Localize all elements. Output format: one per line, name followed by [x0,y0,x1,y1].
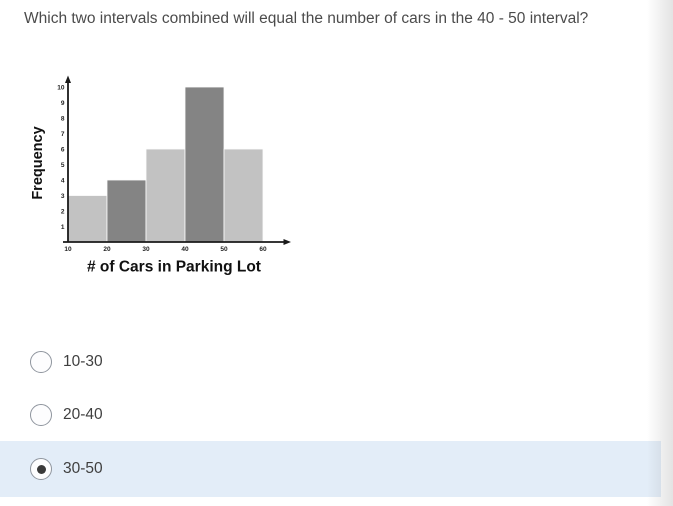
y-tick-label: 6 [61,146,65,153]
y-tick-label: 7 [61,131,65,138]
option-row-30-50[interactable]: 30-50 [0,441,661,497]
histogram-bar-10-20 [67,195,108,243]
option-label: 10-30 [63,352,103,370]
radio-dot-icon [36,464,46,474]
x-tick-label: 40 [181,246,189,253]
question-text: Which two intervals combined will equal … [24,10,589,27]
y-tick-label: 2 [61,208,65,215]
option-label: 20-40 [63,405,103,423]
x-tick-label: 20 [103,246,111,253]
option-row-10-30[interactable]: 10-30 [0,335,673,388]
histogram-bar-50-60 [223,148,264,243]
x-tick-label: 60 [259,246,267,253]
option-label: 30-50 [63,460,103,477]
radio-button-icon[interactable] [30,403,52,426]
y-axis-arrow-icon [65,75,71,83]
y-tick-label: 10 [57,84,65,91]
frequency-histogram: 1 2 3 4 5 6 7 8 9 10 10 20 30 40 50 60 # of Cars in Park… [30,75,300,280]
y-tick-label: 5 [61,162,65,169]
x-tick-label: 50 [220,246,228,253]
option-row-20-40[interactable]: 20-40 [0,388,673,441]
y-tick-label: 8 [61,115,65,122]
x-axis-title: # of Cars in Parking Lot [87,259,261,276]
radio-button-icon[interactable] [30,458,52,480]
x-tick-label: 10 [64,246,72,253]
y-tick-label: 9 [61,100,65,107]
x-axis-arrow-icon [283,239,291,245]
histogram-bar-20-30 [106,179,147,243]
histogram-svg: 1 2 3 4 5 6 7 8 9 10 10 20 30 40 50 60 # of Cars in Park… [30,75,291,276]
radio-button-icon[interactable] [30,350,52,373]
histogram-bar-40-50 [184,86,225,243]
y-tick-label: 4 [61,177,65,184]
y-tick-label: 1 [61,224,65,231]
y-axis-title: Frequency [30,126,46,199]
y-tick-label: 3 [61,193,65,200]
histogram-bar-30-40 [145,148,186,243]
x-tick-label: 30 [142,246,150,253]
answer-options: 10-30 20-40 30-50 [0,335,673,497]
